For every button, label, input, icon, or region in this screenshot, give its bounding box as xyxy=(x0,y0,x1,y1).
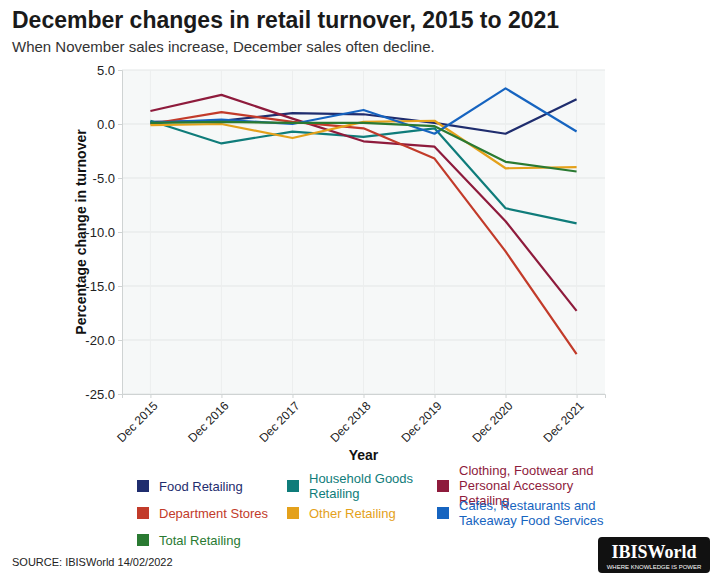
source: SOURCE: IBISWorld 14/02/2022 xyxy=(12,556,173,568)
x-tick: Dec 2016 xyxy=(185,394,231,445)
y-tick-label: -25.0 xyxy=(85,387,115,402)
y-tick-mark xyxy=(118,124,122,125)
legend-swatch xyxy=(137,480,149,492)
grid xyxy=(122,70,605,394)
x-axis-title: Year xyxy=(349,447,379,463)
x-axis-line xyxy=(123,395,606,399)
grid-line-vertical xyxy=(505,70,506,394)
x-tick-mark xyxy=(435,394,436,398)
subtitle: When November sales increase, December s… xyxy=(12,38,435,55)
x-tick-mark xyxy=(364,394,365,398)
x-tick-label: Dec 2021 xyxy=(540,399,586,445)
grid-line-vertical xyxy=(434,70,435,394)
x-tick-label: Dec 2015 xyxy=(114,399,160,445)
x-tick-mark xyxy=(292,394,293,398)
grid-line-vertical xyxy=(363,70,364,394)
legend: Food RetailingHousehold GoodsRetailingCl… xyxy=(137,463,604,548)
y-tick: -10.0 xyxy=(85,225,122,240)
legend-swatch xyxy=(287,507,299,519)
legend-label: Household GoodsRetailing xyxy=(309,471,414,501)
y-tick-label: -15.0 xyxy=(85,279,115,294)
logo-tagline: WHERE KNOWLEDGE IS POWER xyxy=(607,564,702,570)
x-tick-label: Dec 2016 xyxy=(185,399,231,445)
legend-item: Cafes, Restaurants andTakeaway Food Serv… xyxy=(437,498,604,528)
y-tick: -15.0 xyxy=(85,279,122,294)
legend-label: Cafes, Restaurants andTakeaway Food Serv… xyxy=(459,498,604,528)
y-tick-mark xyxy=(118,232,122,233)
x-tick-mark xyxy=(577,394,578,398)
y-tick-mark xyxy=(118,394,122,395)
legend-swatch xyxy=(137,534,149,546)
x-tick: Dec 2021 xyxy=(540,394,586,445)
legend-swatch xyxy=(137,507,149,519)
y-tick: 0.0 xyxy=(97,117,122,132)
legend-swatch xyxy=(437,480,449,492)
grid-line-vertical xyxy=(150,70,151,394)
y-tick-mark xyxy=(118,70,122,71)
logo: IBISWorld WHERE KNOWLEDGE IS POWER xyxy=(598,537,710,573)
legend-item: Department Stores xyxy=(137,506,269,521)
x-tick-mark xyxy=(221,394,222,398)
y-tick-mark xyxy=(118,286,122,287)
series-line xyxy=(150,88,576,133)
legend-label: Food Retailing xyxy=(159,479,243,494)
series-line xyxy=(150,121,576,224)
lines xyxy=(150,88,576,354)
y-axis-title: Percentage change in turnover xyxy=(73,129,89,335)
legend-item: Food Retailing xyxy=(137,479,243,494)
x-tick: Dec 2017 xyxy=(256,394,302,445)
x-tick: Dec 2020 xyxy=(469,394,515,445)
y-tick-label: -20.0 xyxy=(85,333,115,348)
legend-item: Household GoodsRetailing xyxy=(287,471,414,501)
y-tick: -25.0 xyxy=(85,387,122,402)
x-tick-mark xyxy=(150,394,151,398)
grid-line-vertical xyxy=(576,70,577,394)
chart: December changes in retail turnover, 201… xyxy=(0,0,720,576)
y-axis-line xyxy=(118,71,123,395)
x-tick: Dec 2015 xyxy=(114,394,160,445)
x-tick-label: Dec 2020 xyxy=(469,399,515,445)
logo-text: IBISWorld xyxy=(611,542,696,562)
legend-swatch xyxy=(287,480,299,492)
series-line xyxy=(150,121,576,169)
y-tick-mark xyxy=(118,178,122,179)
y-tick-label: -5.0 xyxy=(93,171,115,186)
legend-label: Total Retailing xyxy=(159,533,241,548)
y-tick-label: 5.0 xyxy=(97,63,115,78)
x-axis: Dec 2015 Dec 2016 Dec 2017 Dec 2018 Dec 2019… xyxy=(114,394,605,445)
x-tick: Dec 2018 xyxy=(327,394,373,445)
y-tick: -20.0 xyxy=(85,333,122,348)
title: December changes in retail turnover, 201… xyxy=(12,7,559,33)
y-tick: -5.0 xyxy=(93,171,122,186)
x-tick-label: Dec 2018 xyxy=(327,399,373,445)
y-tick-mark xyxy=(118,340,122,341)
legend-item: Total Retailing xyxy=(137,533,241,548)
legend-swatch xyxy=(437,507,449,519)
legend-label: Other Retailing xyxy=(309,506,396,521)
legend-item: Other Retailing xyxy=(287,506,396,521)
x-tick-mark xyxy=(506,394,507,398)
y-axis: -25.0 -20.0 -15.0 -10.0 -5.0 0.0 5.0 xyxy=(85,63,122,402)
y-tick: 5.0 xyxy=(97,63,122,78)
x-tick-label: Dec 2017 xyxy=(256,399,302,445)
plot-background xyxy=(122,70,605,394)
x-tick-label: Dec 2019 xyxy=(398,399,444,445)
logo-background xyxy=(598,537,710,573)
x-tick: Dec 2019 xyxy=(398,394,444,445)
y-tick-label: 0.0 xyxy=(97,117,115,132)
y-tick-label: -10.0 xyxy=(85,225,115,240)
series-line xyxy=(150,112,576,354)
series-line xyxy=(150,122,576,172)
legend-label: Department Stores xyxy=(159,506,269,521)
